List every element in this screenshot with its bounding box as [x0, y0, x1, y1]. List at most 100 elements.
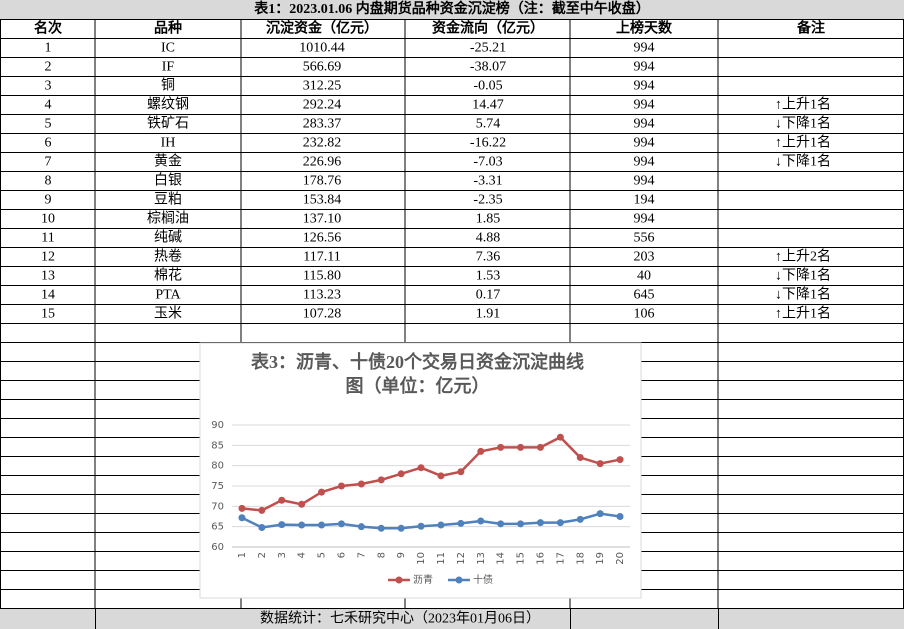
data-point [278, 521, 286, 529]
cell: IH [161, 136, 176, 151]
cell: 994 [634, 60, 655, 75]
cell: -25.21 [470, 41, 506, 56]
cell: -38.07 [470, 60, 506, 75]
cell: 645 [634, 288, 655, 303]
header-cell: 备注 [796, 20, 825, 37]
data-point [556, 433, 564, 441]
data-point [397, 470, 405, 478]
cell: 40 [637, 269, 651, 284]
remark-cell: ↑上升1名 [775, 135, 831, 151]
cell: 0.17 [476, 288, 501, 303]
data-point [576, 454, 584, 462]
data-point [576, 515, 584, 523]
data-point [298, 521, 306, 529]
legend-marker [395, 576, 403, 584]
cell: 106 [634, 307, 655, 322]
cell: 994 [634, 174, 655, 189]
cell: -0.05 [473, 79, 502, 94]
data-point [258, 523, 266, 531]
x-tick-label: 20 [615, 552, 626, 565]
cell: 115.80 [303, 269, 341, 284]
cell: 994 [634, 41, 655, 56]
y-tick-label: 80 [211, 461, 224, 472]
data-point [337, 482, 345, 490]
cell: 铜 [161, 78, 175, 94]
cell: 994 [634, 212, 655, 227]
cell: 137.10 [303, 212, 342, 227]
y-tick-label: 85 [211, 440, 224, 451]
cell: -16.22 [470, 136, 506, 151]
data-point [536, 443, 544, 451]
cell: 纯碱 [154, 230, 182, 246]
series-line [241, 435, 621, 512]
cell: 203 [634, 250, 655, 265]
cell: 1 [45, 41, 52, 56]
cell: 黄金 [154, 153, 182, 170]
data-point [337, 520, 345, 528]
x-tick-label: 17 [555, 552, 566, 565]
data-point [457, 468, 465, 476]
data-point [536, 519, 544, 527]
data-point [238, 504, 246, 512]
y-tick-label: 90 [211, 420, 224, 431]
x-tick-label: 10 [416, 552, 427, 565]
data-point [318, 521, 326, 529]
cell: 白银 [154, 173, 182, 189]
data-point [437, 521, 445, 529]
cell: 棕榈油 [147, 211, 189, 227]
data-point [497, 443, 505, 451]
cell: 6 [45, 136, 52, 151]
cell: 5 [45, 117, 52, 132]
cell: 2 [45, 60, 52, 75]
header-cell: 品种 [154, 20, 182, 37]
cell: -2.35 [473, 193, 502, 208]
cell: 1.85 [476, 212, 501, 227]
x-tick-label: 15 [516, 552, 527, 565]
cell: 15 [41, 307, 55, 322]
cell: 1010.44 [299, 41, 345, 56]
cell: 热卷 [154, 249, 182, 265]
cell: 螺纹钢 [147, 97, 189, 113]
cell: 153.84 [303, 193, 342, 208]
data-point [298, 500, 306, 508]
cell: IC [161, 41, 175, 56]
cell: 4.88 [476, 231, 501, 246]
legend-label: 沥青 [413, 573, 433, 586]
remark-cell: ↓下降1名 [775, 287, 831, 303]
remark-cell: ↓下降1名 [775, 268, 831, 284]
cell: 312.25 [303, 79, 342, 94]
data-point [397, 524, 405, 532]
cell: 7 [45, 155, 52, 170]
data-point [318, 488, 326, 496]
chart-title: 表3：沥青、十债20个交易日资金沉淀曲线图（单位：亿元） [251, 352, 584, 396]
cell: 1.53 [476, 269, 501, 284]
cell: IF [162, 60, 175, 75]
cell: 556 [634, 231, 655, 246]
cell: 107.28 [303, 307, 342, 322]
cell: 8 [45, 174, 52, 189]
cell: 117.11 [303, 250, 340, 265]
data-point [417, 522, 425, 530]
cell: 292.24 [303, 98, 342, 113]
cell: 11 [41, 231, 54, 246]
cell: 14 [41, 288, 55, 303]
data-point [517, 443, 525, 451]
cell: 玉米 [154, 306, 182, 322]
data-point [437, 472, 445, 480]
x-tick-label: 13 [476, 552, 487, 565]
cell: 10 [41, 212, 55, 227]
cell: 994 [634, 117, 655, 132]
remark-cell: ↑上升2名 [775, 249, 831, 265]
cell: 7.36 [476, 250, 501, 265]
cell: 5.74 [476, 117, 501, 132]
y-tick-label: 65 [211, 522, 224, 533]
y-tick-label: 70 [211, 501, 224, 512]
x-tick-label: 5 [317, 552, 328, 558]
cell: 194 [634, 193, 655, 208]
cell: -3.31 [473, 174, 502, 189]
cell: 994 [634, 136, 655, 151]
x-tick-label: 19 [595, 552, 606, 565]
x-tick-label: 7 [356, 552, 367, 558]
